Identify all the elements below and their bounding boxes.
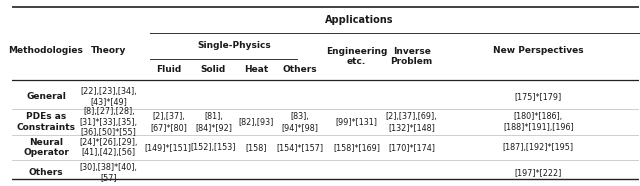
Text: [83],
[94]*[98]: [83], [94]*[98] bbox=[282, 112, 319, 132]
Text: [81],
[84]*[92]: [81], [84]*[92] bbox=[195, 112, 232, 132]
Text: Single-Physics: Single-Physics bbox=[197, 41, 271, 50]
Text: [22],[23],[34],
[43]*[49]: [22],[23],[34], [43]*[49] bbox=[81, 87, 137, 106]
Text: [8],[27],[28],
[31]*[33],[35],
[36],[50]*[55]: [8],[27],[28], [31]*[33],[35], [36],[50]… bbox=[80, 107, 138, 137]
Text: [197]*[222]: [197]*[222] bbox=[515, 168, 562, 177]
Text: [82],[93]: [82],[93] bbox=[239, 118, 274, 126]
Text: [154]*[157]: [154]*[157] bbox=[276, 143, 324, 152]
Text: [187],[192]*[195]: [187],[192]*[195] bbox=[502, 143, 574, 152]
Text: Applications: Applications bbox=[325, 15, 394, 25]
Text: [152],[153]: [152],[153] bbox=[191, 143, 236, 152]
Text: [175]*[179]: [175]*[179] bbox=[515, 92, 562, 101]
Text: Engineering
etc.: Engineering etc. bbox=[326, 47, 387, 66]
Text: Others: Others bbox=[29, 168, 63, 177]
Text: [2],[37],
[67]*[80]: [2],[37], [67]*[80] bbox=[150, 112, 187, 132]
Text: [99]*[131]: [99]*[131] bbox=[335, 118, 378, 126]
Text: New Perspectives: New Perspectives bbox=[493, 46, 584, 55]
Text: [2],[37],[69],
[132]*[148]: [2],[37],[69], [132]*[148] bbox=[386, 112, 437, 132]
Text: General: General bbox=[26, 92, 66, 101]
Text: [149]*[151]: [149]*[151] bbox=[145, 143, 192, 152]
Text: [170]*[174]: [170]*[174] bbox=[388, 143, 435, 152]
Text: [30],[38]*[40],
[57]: [30],[38]*[40], [57] bbox=[80, 163, 138, 182]
Text: [24]*[26],[29],
[41],[42],[56]: [24]*[26],[29], [41],[42],[56] bbox=[79, 138, 138, 157]
Text: Methodologies: Methodologies bbox=[8, 46, 83, 55]
Text: Solid: Solid bbox=[201, 65, 226, 74]
Text: Heat: Heat bbox=[244, 65, 268, 74]
Text: [158]: [158] bbox=[245, 143, 267, 152]
Text: Others: Others bbox=[283, 65, 317, 74]
Text: Theory: Theory bbox=[91, 46, 127, 55]
Text: Neural
Operator: Neural Operator bbox=[23, 138, 69, 157]
Text: Fluid: Fluid bbox=[156, 65, 181, 74]
Text: PDEs as
Constraints: PDEs as Constraints bbox=[17, 112, 76, 132]
Text: [180]*[186],
[188]*[191],[196]: [180]*[186], [188]*[191],[196] bbox=[503, 112, 573, 132]
Text: [158]*[169]: [158]*[169] bbox=[333, 143, 380, 152]
Text: Inverse
Problem: Inverse Problem bbox=[390, 47, 433, 66]
